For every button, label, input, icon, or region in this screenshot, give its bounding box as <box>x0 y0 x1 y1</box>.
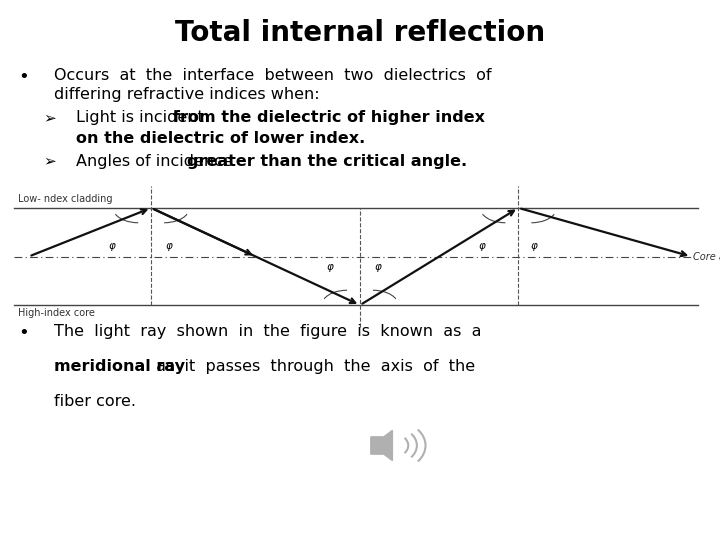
Text: as  it  passes  through  the  axis  of  the: as it passes through the axis of the <box>151 359 475 374</box>
Text: ➢: ➢ <box>43 110 56 125</box>
Text: High-index core: High-index core <box>18 308 95 318</box>
Text: meridional ray: meridional ray <box>54 359 185 374</box>
Text: φ: φ <box>479 241 486 251</box>
Text: Occurs  at  the  interface  between  two  dielectrics  of: Occurs at the interface between two diel… <box>54 68 492 83</box>
Text: φ: φ <box>374 262 382 272</box>
Text: Total internal reflection: Total internal reflection <box>175 19 545 47</box>
Text: •: • <box>18 324 29 342</box>
Text: Light is incident: Light is incident <box>76 110 209 125</box>
Text: Core axis: Core axis <box>693 252 720 261</box>
Text: ➢: ➢ <box>43 154 56 169</box>
Text: differing refractive indices when:: differing refractive indices when: <box>54 87 320 103</box>
Text: fiber core.: fiber core. <box>54 394 136 409</box>
Text: Low- ndex cladding: Low- ndex cladding <box>18 193 112 204</box>
Text: Angles of incidence: Angles of incidence <box>76 154 238 169</box>
Text: The  light  ray  shown  in  the  figure  is  known  as  a: The light ray shown in the figure is kno… <box>54 324 482 339</box>
Text: from the dielectric of higher index: from the dielectric of higher index <box>173 110 485 125</box>
Text: φ: φ <box>108 241 115 251</box>
Text: greater than the critical angle.: greater than the critical angle. <box>187 154 467 169</box>
Text: φ: φ <box>166 241 173 251</box>
Text: φ: φ <box>531 241 538 251</box>
Text: φ: φ <box>326 262 333 272</box>
Text: •: • <box>18 68 29 85</box>
Polygon shape <box>371 430 392 461</box>
Text: on the dielectric of lower index.: on the dielectric of lower index. <box>76 131 365 146</box>
